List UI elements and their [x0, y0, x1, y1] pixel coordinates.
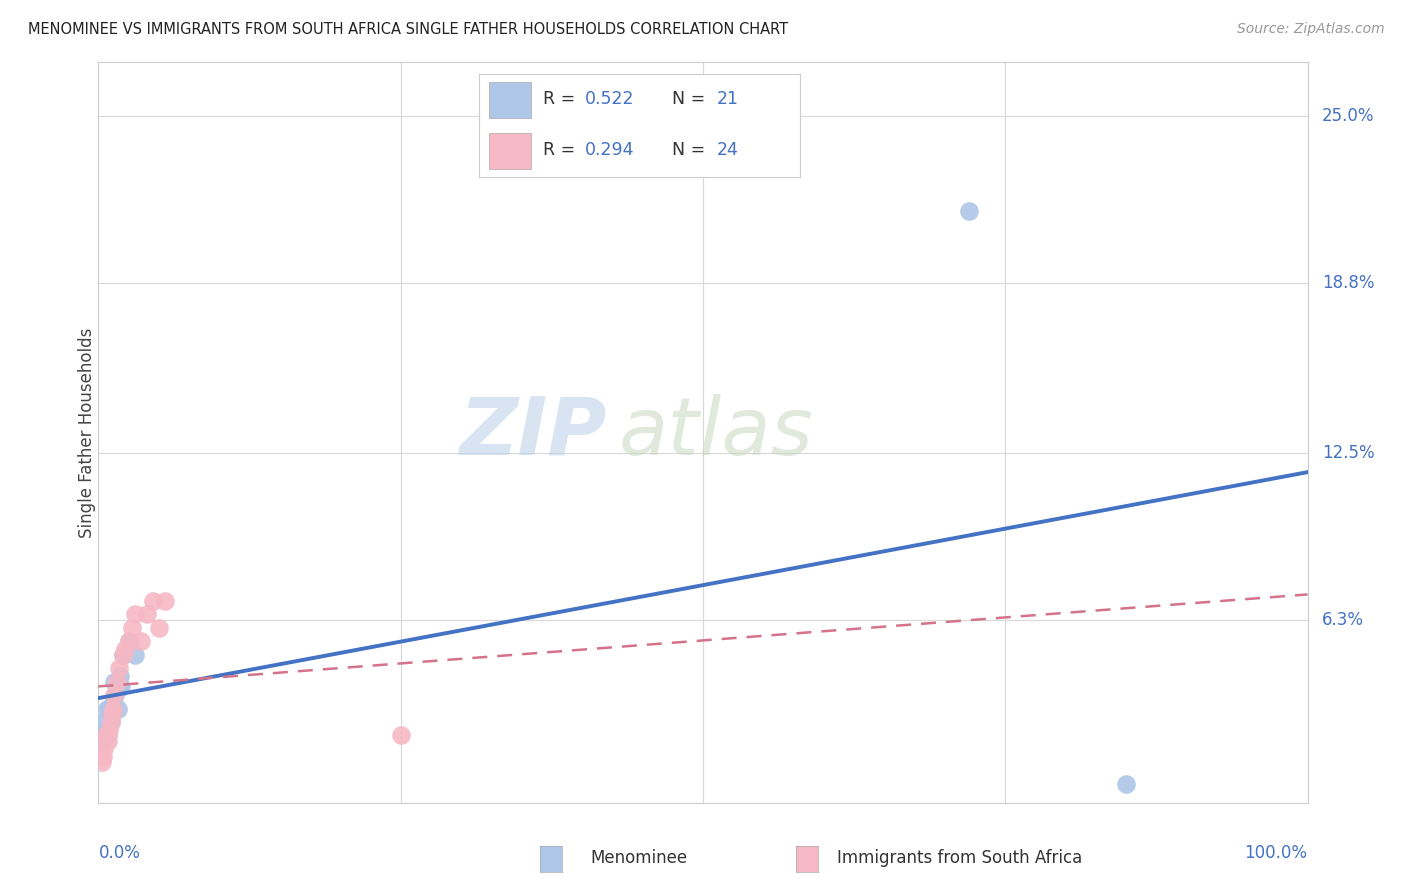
- Point: [100, 714, 122, 729]
- Point: [142, 594, 165, 608]
- Point: [105, 674, 128, 689]
- Point: [91, 750, 114, 764]
- Point: [96, 729, 118, 743]
- Point: [114, 642, 136, 657]
- Text: ZIP: ZIP: [458, 393, 606, 472]
- Point: [91, 714, 114, 729]
- Point: [94, 723, 117, 738]
- Text: MENOMINEE VS IMMIGRANTS FROM SOUTH AFRICA SINGLE FATHER HOUSEHOLDS CORRELATION C: MENOMINEE VS IMMIGRANTS FROM SOUTH AFRIC…: [28, 22, 789, 37]
- Point: [98, 701, 121, 715]
- Point: [111, 648, 134, 662]
- Point: [124, 648, 146, 662]
- Point: [108, 680, 131, 694]
- Text: Source: ZipAtlas.com: Source: ZipAtlas.com: [1237, 22, 1385, 37]
- Point: [110, 680, 132, 694]
- Text: Menominee: Menominee: [591, 849, 688, 867]
- Point: [121, 621, 143, 635]
- Text: 12.5%: 12.5%: [1322, 444, 1375, 462]
- Point: [108, 669, 131, 683]
- Text: 100.0%: 100.0%: [1244, 844, 1308, 862]
- Text: 0.0%: 0.0%: [98, 844, 141, 862]
- Point: [100, 706, 122, 721]
- Point: [93, 734, 115, 748]
- Point: [94, 729, 117, 743]
- Point: [118, 634, 141, 648]
- Point: [101, 696, 124, 710]
- Text: 6.3%: 6.3%: [1322, 611, 1364, 629]
- Point: [111, 648, 134, 662]
- Point: [97, 734, 120, 748]
- Text: atlas: atlas: [619, 393, 813, 472]
- Point: [148, 621, 170, 635]
- Point: [135, 607, 157, 622]
- Point: [100, 706, 122, 721]
- Y-axis label: Single Father Households: Single Father Households: [79, 327, 96, 538]
- Text: Immigrants from South Africa: Immigrants from South Africa: [837, 849, 1081, 867]
- Point: [96, 701, 118, 715]
- Text: 25.0%: 25.0%: [1322, 107, 1375, 125]
- Point: [1115, 777, 1137, 791]
- Point: [108, 661, 131, 675]
- Point: [91, 756, 114, 770]
- Point: [101, 701, 124, 715]
- Point: [389, 729, 412, 743]
- Point: [103, 674, 125, 689]
- Text: 18.8%: 18.8%: [1322, 274, 1375, 293]
- Point: [107, 701, 129, 715]
- Point: [98, 723, 121, 738]
- Point: [103, 688, 125, 702]
- Point: [100, 714, 122, 729]
- Point: [93, 742, 115, 756]
- Point: [104, 688, 127, 702]
- Point: [105, 674, 128, 689]
- Point: [97, 729, 120, 743]
- Point: [124, 607, 146, 622]
- Point: [153, 594, 176, 608]
- Point: [129, 634, 152, 648]
- Point: [118, 634, 141, 648]
- Point: [957, 203, 980, 218]
